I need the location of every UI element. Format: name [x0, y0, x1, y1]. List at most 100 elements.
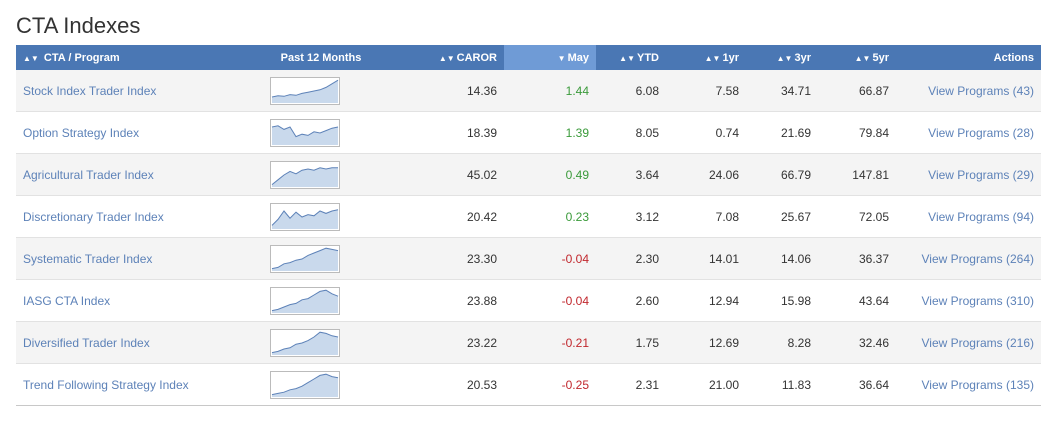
sparkline-line: [271, 166, 338, 185]
sparkline-line: [271, 373, 339, 395]
sparkline-cell: [251, 363, 391, 406]
5yr-cell: 32.46: [818, 321, 896, 364]
column-header-actions: Actions: [896, 45, 1041, 70]
column-header-1yr[interactable]: ▲▼ 1yr: [666, 45, 746, 70]
table-row: IASG CTA Index 23.88 -0.04 2.60 12.94 15.98 43…: [16, 279, 1041, 322]
ytd-cell: 3.12: [596, 195, 666, 238]
column-header-program[interactable]: ▲▼ CTA / Program: [16, 45, 251, 70]
trend-sparkline: [270, 328, 340, 357]
cta-indexes-table: ▲▼ CTA / Program Past 12 Months ▲▼ CAROR …: [16, 45, 1041, 406]
trend-sparkline: [270, 286, 340, 315]
trend-sparkline: [270, 118, 340, 147]
sparkline-cell: [251, 321, 391, 364]
table-row: Diversified Trader Index 23.22 -0.21 1.75 12…: [16, 321, 1041, 364]
program-link[interactable]: Discretionary Trader Index: [23, 209, 164, 224]
program-cell: Diversified Trader Index: [16, 321, 251, 364]
table-row: Option Strategy Index 18.39 1.39 8.05 0.74 21…: [16, 111, 1041, 154]
table-header-row: ▲▼ CTA / Program Past 12 Months ▲▼ CAROR …: [16, 45, 1041, 70]
may-cell: -0.25: [504, 363, 596, 406]
3yr-cell: 14.06: [746, 237, 818, 280]
actions-cell: View Programs (264): [896, 237, 1041, 280]
column-header-caror[interactable]: ▲▼ CAROR: [391, 45, 504, 70]
1yr-cell: 7.58: [666, 70, 746, 112]
table-row: Agricultural Trader Index 45.02 0.49 3.64 24…: [16, 153, 1041, 196]
sort-up-down-icon: ▲▼: [23, 53, 39, 63]
ytd-cell: 3.64: [596, 153, 666, 196]
column-header-past-12-months: Past 12 Months: [251, 45, 391, 70]
caror-cell: 45.02: [391, 153, 504, 196]
actions-cell: View Programs (43): [896, 70, 1041, 112]
column-header-5yr[interactable]: ▲▼ 5yr: [818, 45, 896, 70]
view-programs-link[interactable]: View Programs (28): [928, 125, 1034, 140]
trend-sparkline: [270, 202, 340, 231]
program-link[interactable]: Diversified Trader Index: [23, 335, 150, 350]
program-link[interactable]: Option Strategy Index: [23, 125, 140, 140]
sparkline-line: [271, 247, 339, 269]
sparkline-cell: [251, 195, 391, 238]
sparkline-cell: [251, 279, 391, 322]
3yr-cell: 25.67: [746, 195, 818, 238]
may-cell: 0.23: [504, 195, 596, 238]
5yr-cell: 36.64: [818, 363, 896, 406]
may-cell: 1.44: [504, 70, 596, 112]
actions-cell: View Programs (29): [896, 153, 1041, 196]
sparkline-area: [272, 125, 338, 145]
sparkline-area: [272, 79, 338, 103]
view-programs-link[interactable]: View Programs (216): [921, 335, 1035, 350]
program-link[interactable]: IASG CTA Index: [23, 293, 111, 308]
sort-up-down-icon: ▲▼: [776, 53, 793, 63]
column-header-ytd[interactable]: ▲▼ YTD: [596, 45, 666, 70]
sort-up-down-icon: ▲▼: [619, 53, 635, 63]
program-link[interactable]: Stock Index Trader Index: [23, 83, 157, 98]
1yr-cell: 14.01: [666, 237, 746, 280]
may-cell: -0.04: [504, 279, 596, 322]
sparkline-area: [272, 331, 338, 355]
column-header-3yr[interactable]: ▲▼ 3yr: [746, 45, 818, 70]
program-cell: Trend Following Strategy Index: [16, 363, 251, 406]
program-link[interactable]: Agricultural Trader Index: [23, 167, 154, 182]
5yr-cell: 43.64: [818, 279, 896, 322]
3yr-cell: 15.98: [746, 279, 818, 322]
caror-cell: 20.42: [391, 195, 504, 238]
program-link[interactable]: Trend Following Strategy Index: [23, 377, 189, 392]
actions-cell: View Programs (310): [896, 279, 1041, 322]
sparkline-area: [272, 289, 338, 313]
trend-sparkline: [270, 244, 340, 273]
1yr-cell: 7.08: [666, 195, 746, 238]
1yr-cell: 0.74: [666, 111, 746, 154]
1yr-cell: 21.00: [666, 363, 746, 406]
caror-cell: 18.39: [391, 111, 504, 154]
3yr-cell: 34.71: [746, 70, 818, 112]
table-row: Stock Index Trader Index 14.36 1.44 6.08 7.5…: [16, 70, 1041, 112]
trend-sparkline: [270, 160, 340, 189]
program-cell: Agricultural Trader Index: [16, 153, 251, 196]
view-programs-link[interactable]: View Programs (43): [928, 83, 1034, 98]
program-link[interactable]: Systematic Trader Index: [23, 251, 153, 266]
ytd-cell: 2.30: [596, 237, 666, 280]
sort-up-down-icon: ▲▼: [854, 53, 871, 63]
1yr-cell: 12.94: [666, 279, 746, 322]
view-programs-link[interactable]: View Programs (29): [928, 167, 1034, 182]
caror-cell: 14.36: [391, 70, 504, 112]
actions-cell: View Programs (28): [896, 111, 1041, 154]
3yr-cell: 66.79: [746, 153, 818, 196]
view-programs-link[interactable]: View Programs (264): [921, 251, 1035, 266]
1yr-cell: 12.69: [666, 321, 746, 364]
ytd-cell: 2.31: [596, 363, 666, 406]
column-header-may[interactable]: ▼ May: [504, 45, 596, 70]
table-row: Trend Following Strategy Index 20.53 -0.25…: [16, 363, 1041, 406]
ytd-cell: 6.08: [596, 70, 666, 112]
view-programs-link[interactable]: View Programs (94): [928, 209, 1034, 224]
view-programs-link[interactable]: View Programs (135): [921, 377, 1035, 392]
1yr-cell: 24.06: [666, 153, 746, 196]
program-cell: Stock Index Trader Index: [16, 70, 251, 112]
caror-cell: 23.22: [391, 321, 504, 364]
view-programs-link[interactable]: View Programs (310): [921, 293, 1035, 308]
may-cell: 0.49: [504, 153, 596, 196]
sparkline-line: [271, 289, 339, 311]
table-row: Systematic Trader Index 23.30 -0.04 2.30 14.…: [16, 237, 1041, 280]
5yr-cell: 72.05: [818, 195, 896, 238]
5yr-cell: 66.87: [818, 70, 896, 112]
3yr-cell: 21.69: [746, 111, 818, 154]
program-cell: IASG CTA Index: [16, 279, 251, 322]
